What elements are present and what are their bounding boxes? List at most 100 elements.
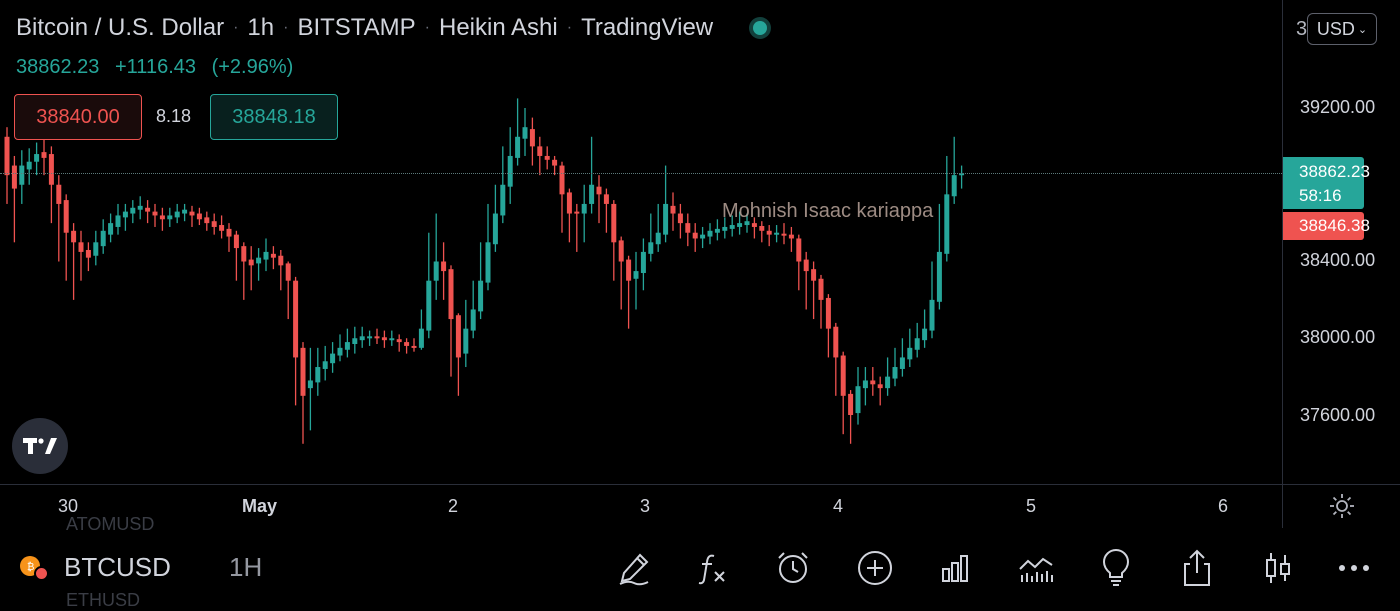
candle xyxy=(4,127,10,204)
buy-price: 38848.18 xyxy=(232,105,316,128)
chart-settings-button[interactable] xyxy=(1328,492,1356,525)
candle-body xyxy=(41,152,47,158)
candle-body xyxy=(182,209,188,214)
candle xyxy=(167,207,173,227)
candle-body xyxy=(603,194,609,204)
technicals-button[interactable] xyxy=(1016,548,1056,588)
tradingview-logo-icon xyxy=(23,438,57,454)
candle xyxy=(145,200,151,224)
share-button[interactable] xyxy=(1177,548,1217,588)
candle-body xyxy=(655,232,661,245)
add-button[interactable] xyxy=(855,548,895,588)
time-axis-label: 5 xyxy=(1026,496,1037,516)
candle xyxy=(529,117,535,166)
candle xyxy=(670,192,676,231)
candle xyxy=(374,328,380,345)
alert-button[interactable] xyxy=(773,548,813,588)
candle-body xyxy=(611,203,617,243)
candle-body xyxy=(130,207,136,214)
candle xyxy=(566,188,572,243)
drawing-tool-button[interactable] xyxy=(614,548,654,588)
alarm-clock-icon xyxy=(778,552,808,583)
candle-body xyxy=(744,221,750,226)
candle-body xyxy=(270,253,276,258)
candle xyxy=(618,236,624,310)
candle xyxy=(855,367,861,425)
candle-body xyxy=(818,278,824,300)
candle xyxy=(899,338,905,377)
svg-text:₿: ₿ xyxy=(27,561,34,572)
candle-body xyxy=(781,233,787,236)
sell-button[interactable]: 38840.00 xyxy=(14,94,142,140)
candle xyxy=(485,203,491,291)
tradingview-logo[interactable] xyxy=(12,418,68,474)
candle-body xyxy=(241,246,247,262)
candle-body xyxy=(219,225,225,231)
spread-value: 8.18 xyxy=(156,106,192,126)
candle xyxy=(307,347,313,431)
chart-type-button[interactable] xyxy=(1258,548,1298,588)
candle xyxy=(337,334,343,362)
candle-body xyxy=(34,154,40,162)
candle-body xyxy=(626,259,632,281)
candle xyxy=(537,136,543,176)
candle-body xyxy=(892,367,898,379)
candle-body xyxy=(618,240,624,262)
candle-body xyxy=(26,161,32,170)
candle-body xyxy=(4,136,10,176)
buy-button[interactable]: 38848.18 xyxy=(210,94,338,140)
candle-body xyxy=(700,234,706,239)
more-button[interactable] xyxy=(1334,548,1374,588)
chart-area[interactable] xyxy=(0,0,1282,484)
time-axis-label: 3 xyxy=(640,496,651,516)
separator-dot: · xyxy=(233,19,239,36)
candle-body xyxy=(692,232,698,239)
candle-body xyxy=(929,299,935,331)
indicators-function-button[interactable] xyxy=(692,548,732,588)
candle-body xyxy=(278,255,284,266)
candle xyxy=(248,246,254,291)
price-change-percent: (+2.96%) xyxy=(211,56,294,78)
candle xyxy=(544,146,550,170)
candle xyxy=(633,251,639,310)
financials-button[interactable] xyxy=(935,548,975,588)
ideas-button[interactable] xyxy=(1096,548,1136,588)
candle-body xyxy=(63,200,69,233)
candle-body xyxy=(367,336,373,339)
candle-body xyxy=(589,184,595,204)
candle-body xyxy=(108,223,114,235)
last-price-line xyxy=(0,172,1282,174)
candle-body xyxy=(670,205,676,214)
watermark-text: Mohnish Isaac kariappa xyxy=(722,200,934,222)
symbol-selector[interactable]: BTCUSD xyxy=(64,552,171,582)
share-icon xyxy=(1184,549,1210,586)
candle xyxy=(677,203,683,239)
candle xyxy=(640,238,646,291)
timeframe-selector[interactable]: 1H xyxy=(229,552,263,582)
candle xyxy=(959,165,965,189)
candle-body xyxy=(522,127,528,139)
candle-body xyxy=(167,215,173,220)
time-axis-label: 2 xyxy=(448,496,459,516)
candle xyxy=(211,213,217,235)
bid-price-tag: 38846.38 xyxy=(1283,212,1370,240)
candle xyxy=(922,309,928,348)
candle-body xyxy=(862,380,868,389)
candle xyxy=(700,226,706,249)
candle-body xyxy=(115,215,121,227)
provider-label: TradingView xyxy=(581,14,714,41)
candle-body xyxy=(293,280,299,358)
candle-body xyxy=(145,207,151,212)
candle xyxy=(108,213,114,243)
candle xyxy=(293,276,299,406)
pen-icon xyxy=(619,553,649,586)
candle xyxy=(93,230,99,266)
candle-body xyxy=(633,271,639,279)
candle-body xyxy=(648,242,654,254)
currency-selector[interactable]: USD ⌄ xyxy=(1307,13,1377,45)
candle xyxy=(759,221,765,243)
candle xyxy=(626,255,632,329)
candle-body xyxy=(100,230,106,247)
candle xyxy=(774,225,780,243)
candle-body xyxy=(848,393,854,415)
